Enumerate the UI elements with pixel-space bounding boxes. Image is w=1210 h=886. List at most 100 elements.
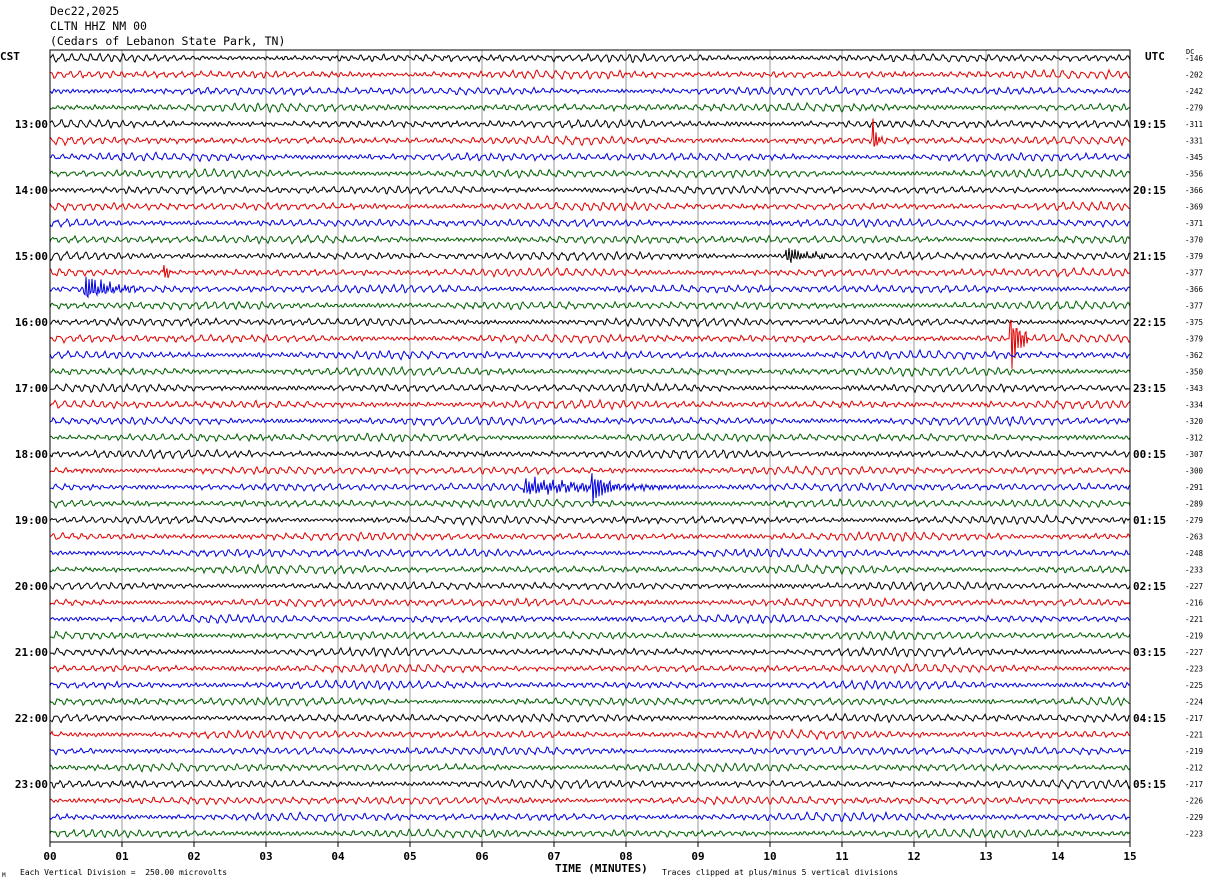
seismic-trace: [49, 679, 1131, 692]
left-hour-label: 17:00: [15, 382, 48, 395]
x-axis-ticks: 00 01 02 03 04 05 06 07 08 09 10 11 12 13 14 15: [43, 842, 1137, 863]
seismic-trace: [49, 530, 1131, 543]
dc-offset-label: -307: [1185, 450, 1203, 459]
left-hour-label: 18:00: [15, 448, 48, 461]
dc-offset-label: -343: [1185, 384, 1203, 393]
trace-group: [49, 52, 1131, 839]
seismic-trace: [49, 563, 1131, 576]
seismic-trace: [49, 101, 1131, 114]
right-hour-label: 03:15: [1133, 646, 1166, 659]
x-tick-label: 08: [619, 850, 632, 863]
right-hour-label: 00:15: [1133, 448, 1166, 461]
seismic-trace: [49, 795, 1131, 806]
dc-offset-label: -221: [1185, 731, 1203, 740]
dc-offset-label: -219: [1185, 632, 1203, 641]
dc-offset-label: -366: [1185, 186, 1204, 195]
seismic-trace: [49, 319, 1131, 369]
left-hour-label: 19:00: [15, 514, 48, 527]
header-location: (Cedars of Lebanon State Park, TN): [50, 34, 286, 48]
seismic-trace: [50, 151, 1131, 163]
seismic-trace: [49, 248, 1131, 263]
dc-offset-label: -291: [1185, 483, 1203, 492]
dc-offset-label: -223: [1185, 665, 1203, 674]
dc-offset-label: -227: [1185, 582, 1203, 591]
seismic-trace: [49, 52, 1131, 64]
header-station: CLTN HHZ NM 00: [50, 19, 147, 33]
seismic-trace: [49, 630, 1131, 642]
dc-offset-label: -224: [1185, 698, 1204, 707]
left-hour-label: 20:00: [15, 580, 48, 593]
right-hour-label: 20:15: [1133, 184, 1166, 197]
seismic-trace: [49, 827, 1131, 839]
dc-offset-label: -362: [1185, 351, 1203, 360]
seismic-trace: [49, 728, 1131, 741]
seismic-trace: [49, 662, 1131, 675]
x-tick-label: 06: [475, 850, 489, 863]
x-tick-label: 13: [979, 850, 992, 863]
x-tick-label: 02: [187, 850, 200, 863]
dc-offset-label: -379: [1185, 335, 1203, 344]
seismic-trace: [49, 398, 1131, 411]
dc-offset-label: -377: [1185, 302, 1203, 311]
dc-offset-label: -379: [1185, 252, 1203, 261]
seismic-trace: [49, 316, 1131, 328]
dc-offset-label: -334: [1185, 401, 1204, 410]
right-hour-label: 02:15: [1133, 580, 1166, 593]
dc-offset-label: -371: [1185, 219, 1203, 228]
seismic-trace: [49, 348, 1131, 361]
dc-offset-label: -226: [1185, 797, 1204, 806]
left-hour-label: 14:00: [15, 184, 48, 197]
x-tick-label: 12: [907, 850, 920, 863]
corner-mark: M: [2, 872, 6, 879]
x-tick-label: 14: [1051, 850, 1065, 863]
dc-offset-label: -345: [1185, 153, 1203, 162]
dc-offset-label: -356: [1185, 170, 1204, 179]
left-axis-label: CST: [0, 50, 20, 63]
x-tick-label: 09: [691, 850, 704, 863]
seismic-trace: [49, 234, 1131, 245]
right-axis-label: UTC: [1145, 50, 1165, 63]
vertical-grid: [121, 50, 1059, 842]
left-hour-label: 21:00: [15, 646, 48, 659]
seismic-trace: [49, 597, 1131, 609]
seismic-trace: [49, 613, 1131, 625]
dc-offset-label: -146: [1185, 54, 1204, 63]
dc-offset-label: -233: [1185, 566, 1203, 575]
dc-offset-label: -217: [1185, 714, 1203, 723]
x-tick-label: 10: [763, 850, 776, 863]
seismic-trace: [49, 432, 1131, 443]
right-hour-label: 21:15: [1133, 250, 1166, 263]
x-tick-label: 01: [115, 850, 129, 863]
seismic-trace: [49, 513, 1131, 526]
dc-offset-label: -312: [1185, 434, 1203, 443]
dc-offset-label: -331: [1185, 137, 1203, 146]
dc-offset-label: -311: [1185, 120, 1203, 129]
seismic-trace: [49, 498, 1131, 509]
dc-offset-label: -279: [1185, 104, 1203, 113]
seismic-trace: [49, 200, 1131, 213]
seismic-trace: [49, 580, 1131, 592]
seismic-trace: [49, 762, 1131, 773]
right-hour-labels: 19:15 20:15 21:15 22:15 23:15 00:15 01:15 02:15…: [1133, 118, 1166, 791]
seismic-trace: [49, 547, 1131, 559]
left-hour-labels: 13:00 14:00 15:00 16:00 17:00 18:00 19:00 20:00…: [15, 118, 48, 791]
seismic-trace: [49, 382, 1131, 394]
dc-offset-label: -219: [1185, 747, 1203, 756]
dc-offset-label: -227: [1185, 648, 1203, 657]
x-tick-label: 15: [1123, 850, 1136, 863]
dc-offset-label: -300: [1185, 467, 1204, 476]
x-tick-label: 05: [403, 850, 416, 863]
dc-offset-label: -377: [1185, 269, 1203, 278]
seismic-trace: [49, 68, 1131, 81]
seismic-trace: [49, 473, 1131, 504]
x-axis-title: TIME (MINUTES): [555, 862, 648, 875]
seismic-trace: [49, 300, 1131, 312]
seismic-trace: [49, 778, 1131, 790]
right-hour-label: 23:15: [1133, 382, 1166, 395]
dc-offset-label: -202: [1185, 71, 1203, 80]
seismic-trace: [49, 118, 1131, 130]
seismic-trace: [49, 365, 1131, 378]
seismic-trace: [49, 810, 1131, 823]
seismic-trace: [49, 276, 1131, 299]
